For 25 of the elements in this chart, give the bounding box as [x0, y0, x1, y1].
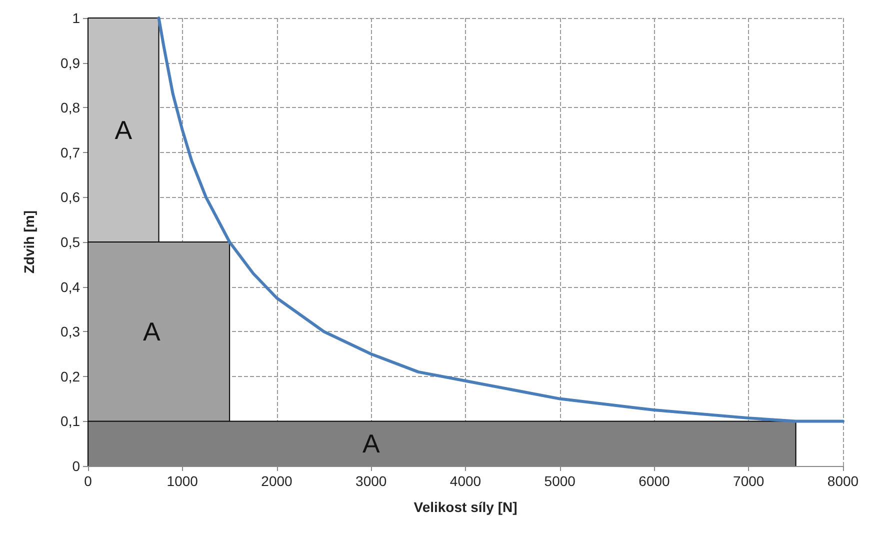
y-tick-label: 0,6 [60, 189, 80, 206]
y-tick-label: 1 [72, 10, 80, 26]
y-tick-label: 0,7 [60, 144, 80, 160]
x-tick-label: 5000 [544, 473, 576, 489]
y-tick-label: 0,3 [60, 324, 80, 340]
y-tick-label: 0,8 [60, 100, 80, 116]
x-tick-label: 3000 [356, 473, 387, 489]
annotation: A [362, 428, 380, 459]
y-tick-label: 0 [72, 458, 80, 474]
x-tick-label: 1000 [166, 473, 198, 489]
x-axis-title: Velikost síly [N] [414, 499, 518, 515]
x-tick-label: 2000 [261, 473, 293, 489]
annotation: A [114, 115, 133, 145]
y-tick-label: 0,5 [60, 234, 80, 250]
y-tick-label: 0,9 [60, 54, 80, 71]
x-tick-label: 7000 [733, 473, 764, 489]
x-tick-label: 6000 [638, 473, 670, 489]
annotation: A [143, 316, 162, 347]
y-tick-label: 0,1 [60, 413, 80, 430]
x-tick-label: 4000 [450, 473, 482, 489]
x-tick-label: 0 [84, 473, 92, 489]
y-tick-label: 0,4 [60, 278, 80, 295]
y-tick-label: 0,2 [60, 368, 80, 384]
y-axis-title: Zdvih [m] [21, 210, 37, 274]
x-tick-label: 8000 [827, 473, 859, 489]
